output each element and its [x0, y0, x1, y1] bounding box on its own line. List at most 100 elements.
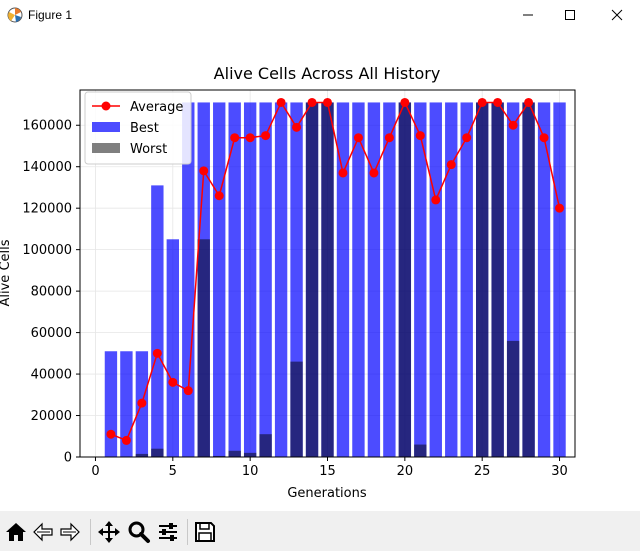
average-point	[508, 120, 518, 130]
zoom-icon	[128, 521, 150, 543]
matplotlib-icon	[7, 7, 23, 23]
average-point	[183, 386, 193, 396]
average-point	[369, 168, 379, 178]
toolbar-separator	[187, 519, 188, 545]
bars-layer	[104, 102, 566, 458]
y-tick-label: 100000	[22, 243, 72, 258]
best-bar	[537, 102, 551, 458]
window-title: Figure 1	[28, 8, 73, 22]
worst-bar	[522, 102, 535, 458]
worst-bar	[259, 434, 272, 457]
average-point	[539, 133, 549, 143]
average-point	[462, 133, 472, 143]
average-point	[493, 97, 503, 107]
maximize-icon	[565, 10, 575, 20]
worst-bar	[506, 340, 520, 457]
best-bar	[151, 185, 164, 457]
worst-bar	[197, 239, 210, 457]
best-bar	[120, 351, 133, 457]
worst-bar	[321, 102, 334, 458]
best-bar	[383, 102, 396, 458]
configure-subplots-button[interactable]	[155, 519, 181, 545]
close-button[interactable]	[594, 0, 640, 30]
best-bar	[182, 102, 195, 458]
x-tick-label: 0	[91, 464, 99, 479]
y-tick-label: 80000	[31, 285, 72, 300]
worst-bar	[414, 444, 427, 457]
move-icon	[98, 521, 120, 543]
worst-bar	[135, 453, 149, 457]
maximize-button[interactable]	[547, 0, 593, 30]
worst-bar	[243, 452, 257, 457]
legend-average-label: Average	[130, 100, 183, 115]
best-bar	[166, 239, 179, 457]
legend-best-swatch	[92, 122, 120, 132]
legend-worst-swatch	[92, 143, 120, 153]
average-point	[121, 435, 131, 445]
worst-bar	[491, 102, 504, 458]
worst-bar	[305, 102, 319, 458]
forward-button[interactable]	[57, 519, 83, 545]
best-bar	[274, 102, 288, 458]
average-point	[431, 195, 441, 205]
figure-canvas[interactable]: 0 5 10 15 20 25 30 0 20000 40000 60000 80000 100000 1…	[0, 30, 640, 511]
x-tick-label: 5	[169, 464, 177, 479]
legend-worst-label: Worst	[130, 142, 167, 157]
average-point	[168, 377, 178, 387]
best-bar	[367, 102, 381, 458]
best-bar	[553, 102, 566, 458]
x-tick-label: 30	[551, 464, 568, 479]
configure-subplots-icon	[159, 523, 177, 541]
best-bar	[352, 102, 365, 458]
minimize-button[interactable]	[505, 0, 551, 30]
best-bar	[414, 102, 427, 458]
window-titlebar: Figure 1	[0, 0, 640, 30]
best-bar	[243, 102, 257, 458]
worst-bar	[151, 448, 164, 457]
forward-arrow-icon	[60, 522, 80, 542]
average-point	[214, 191, 224, 201]
x-tick-label: 20	[397, 464, 414, 479]
worst-bar	[228, 450, 241, 457]
worst-bar	[476, 102, 489, 458]
average-point	[338, 168, 348, 178]
average-point	[230, 133, 240, 143]
average-point	[276, 97, 286, 107]
save-icon	[195, 522, 215, 542]
average-point	[152, 348, 162, 358]
average-point	[323, 97, 332, 107]
worst-bar	[398, 102, 412, 458]
average-point	[400, 97, 410, 107]
average-point	[555, 203, 565, 213]
chart-title: Alive Cells Across All History	[214, 64, 441, 83]
y-tick-label: 0	[64, 451, 72, 466]
navigation-toolbar	[0, 511, 640, 551]
pan-button[interactable]	[96, 519, 122, 545]
worst-bar	[290, 361, 303, 457]
y-tick-label: 20000	[31, 409, 72, 424]
average-point	[292, 122, 302, 132]
close-icon	[611, 9, 623, 21]
home-button[interactable]	[3, 519, 29, 545]
x-tick-label: 10	[242, 464, 259, 479]
average-point	[353, 133, 363, 143]
average-point	[524, 97, 534, 107]
y-tick-label: 40000	[31, 368, 72, 383]
y-tick-label: 140000	[22, 160, 72, 175]
average-point	[106, 429, 116, 439]
average-point	[261, 131, 271, 141]
average-point	[137, 398, 147, 408]
y-tick-label: 60000	[31, 326, 72, 341]
back-button[interactable]	[30, 519, 56, 545]
best-bar	[104, 351, 118, 457]
average-point	[245, 133, 255, 143]
ticks-layer: 0 5 10 15 20 25 30 0 20000 40000 60000 80000 100000 1…	[22, 119, 567, 479]
x-tick-label: 15	[319, 464, 336, 479]
best-bar	[213, 102, 226, 458]
zoom-button[interactable]	[126, 519, 152, 545]
average-point	[199, 166, 209, 176]
minimize-icon	[523, 14, 533, 16]
average-point	[415, 131, 425, 141]
save-button[interactable]	[192, 519, 218, 545]
average-point	[477, 97, 487, 107]
